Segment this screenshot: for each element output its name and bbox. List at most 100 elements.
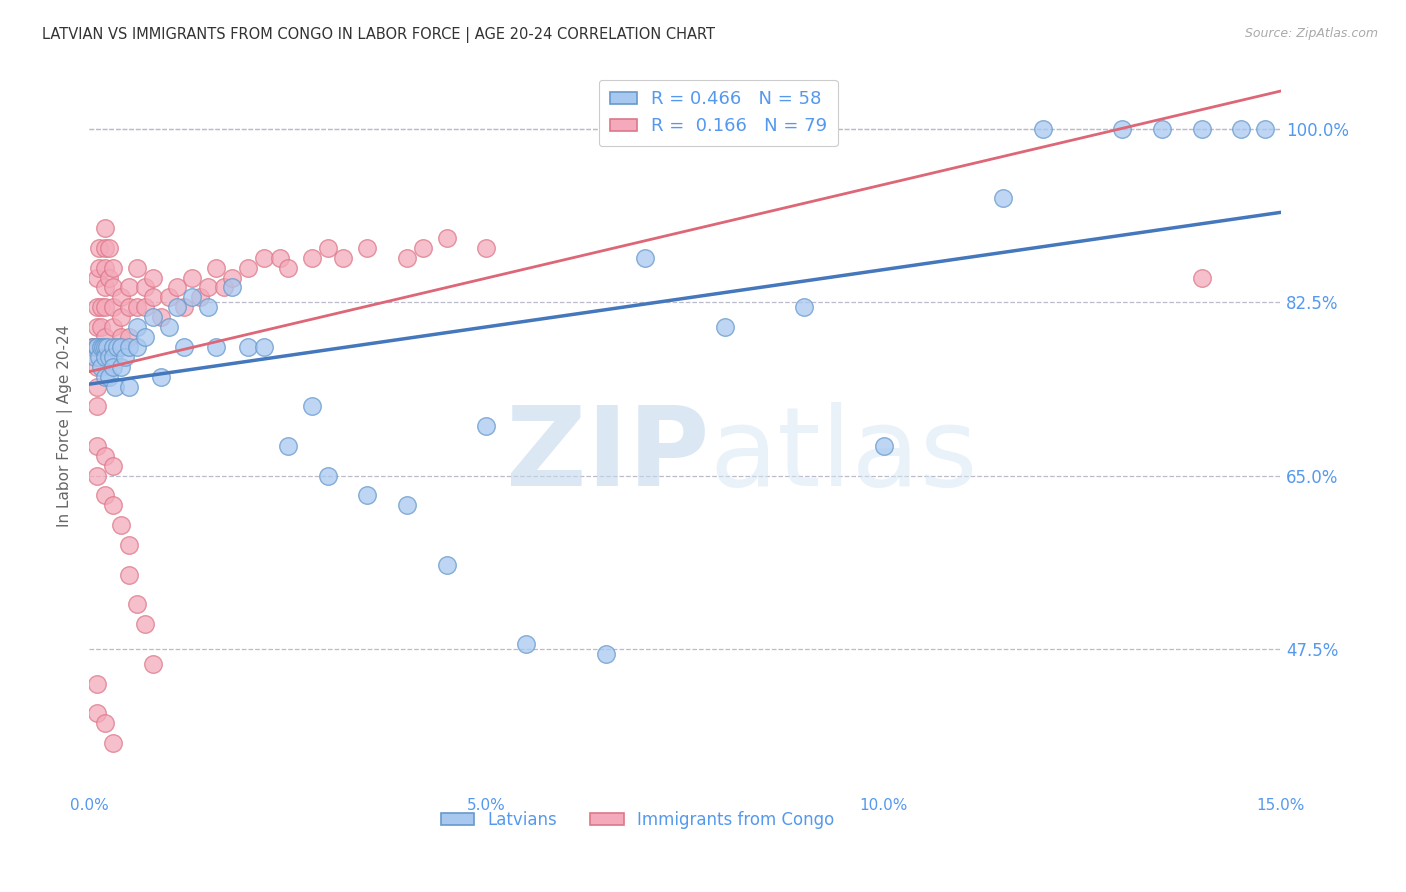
Point xyxy=(86,400,108,414)
Point xyxy=(634,251,657,265)
Point xyxy=(1150,122,1173,136)
Point xyxy=(134,280,156,294)
Point xyxy=(87,350,110,364)
Point xyxy=(83,350,105,364)
Point xyxy=(118,538,141,552)
Point xyxy=(83,340,105,354)
Point xyxy=(166,300,188,314)
Point xyxy=(134,617,156,632)
Point xyxy=(118,567,141,582)
Point xyxy=(94,488,117,502)
Point xyxy=(94,300,117,314)
Point xyxy=(134,330,156,344)
Point xyxy=(98,270,121,285)
Point xyxy=(157,320,180,334)
Point xyxy=(395,251,418,265)
Point xyxy=(93,340,115,354)
Point xyxy=(98,350,121,364)
Y-axis label: In Labor Force | Age 20-24: In Labor Force | Age 20-24 xyxy=(58,325,73,527)
Point xyxy=(356,488,378,502)
Point xyxy=(269,251,291,265)
Point xyxy=(118,330,141,344)
Point xyxy=(86,340,108,354)
Point xyxy=(1230,122,1253,136)
Point xyxy=(356,241,378,255)
Point xyxy=(212,280,235,294)
Point xyxy=(86,706,108,721)
Point xyxy=(181,290,204,304)
Point xyxy=(86,340,108,354)
Legend: Latvians, Immigrants from Congo: Latvians, Immigrants from Congo xyxy=(434,805,841,836)
Point xyxy=(1191,270,1213,285)
Point xyxy=(98,241,121,255)
Point xyxy=(103,379,125,393)
Point xyxy=(101,320,124,334)
Point xyxy=(86,340,108,354)
Point xyxy=(395,499,418,513)
Point xyxy=(1111,122,1133,136)
Point xyxy=(90,340,112,354)
Point xyxy=(236,260,259,275)
Point xyxy=(86,439,108,453)
Point xyxy=(101,260,124,275)
Point xyxy=(86,270,108,285)
Point xyxy=(125,598,148,612)
Point xyxy=(197,280,219,294)
Point xyxy=(142,270,165,285)
Point xyxy=(991,191,1014,205)
Point xyxy=(110,518,132,533)
Point xyxy=(94,241,117,255)
Point xyxy=(90,320,112,334)
Point xyxy=(86,676,108,690)
Point xyxy=(236,340,259,354)
Point xyxy=(134,300,156,314)
Point xyxy=(114,350,136,364)
Point xyxy=(98,369,121,384)
Point xyxy=(142,657,165,671)
Point xyxy=(793,300,815,314)
Point xyxy=(1254,122,1277,136)
Point xyxy=(105,340,128,354)
Point xyxy=(221,280,243,294)
Point xyxy=(301,400,323,414)
Point xyxy=(221,270,243,285)
Point xyxy=(118,280,141,294)
Point xyxy=(118,379,141,393)
Point xyxy=(94,369,117,384)
Point xyxy=(101,499,124,513)
Point xyxy=(101,300,124,314)
Point xyxy=(86,320,108,334)
Point xyxy=(149,369,172,384)
Point xyxy=(873,439,896,453)
Point xyxy=(149,310,172,325)
Point xyxy=(110,340,132,354)
Point xyxy=(87,260,110,275)
Point xyxy=(412,241,434,255)
Point xyxy=(595,647,617,661)
Point xyxy=(86,468,108,483)
Point xyxy=(94,330,117,344)
Point xyxy=(166,280,188,294)
Point xyxy=(118,300,141,314)
Point xyxy=(181,270,204,285)
Point xyxy=(90,359,112,374)
Point xyxy=(94,221,117,235)
Point xyxy=(475,241,498,255)
Point xyxy=(86,379,108,393)
Point xyxy=(86,300,108,314)
Point xyxy=(86,359,108,374)
Point xyxy=(86,340,108,354)
Text: atlas: atlas xyxy=(709,402,977,509)
Point xyxy=(142,310,165,325)
Point xyxy=(515,637,537,651)
Point xyxy=(475,419,498,434)
Point xyxy=(277,439,299,453)
Point xyxy=(87,241,110,255)
Point xyxy=(142,290,165,304)
Point xyxy=(253,340,276,354)
Point xyxy=(80,340,103,354)
Point xyxy=(173,300,195,314)
Point xyxy=(101,359,124,374)
Point xyxy=(94,280,117,294)
Point xyxy=(96,340,118,354)
